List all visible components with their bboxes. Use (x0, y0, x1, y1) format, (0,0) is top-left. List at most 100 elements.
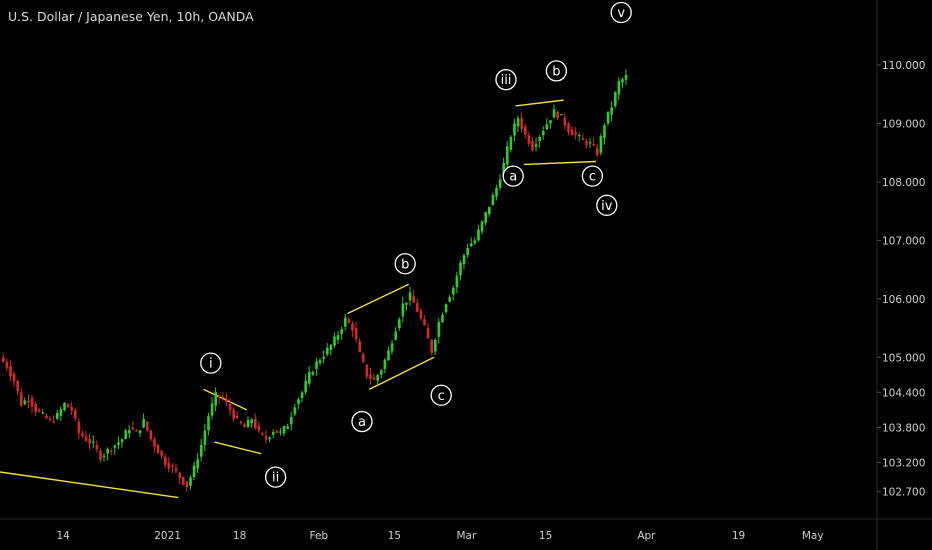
trendline (347, 283, 410, 315)
candle-body (23, 400, 27, 405)
candle-body (588, 142, 592, 144)
candle-body (66, 404, 70, 408)
candle-body (149, 430, 153, 440)
wave-label-text: b (401, 257, 409, 272)
candle-body (408, 292, 412, 301)
candle-body (545, 124, 549, 130)
y-tick-label: 108.000 (882, 177, 925, 189)
wave-label-text: i (209, 357, 213, 372)
wave-label-circle (581, 165, 604, 187)
x-tick-label: 19 (732, 530, 745, 542)
candle-body (617, 81, 621, 95)
candle-body (131, 427, 135, 430)
candle-body (369, 374, 372, 379)
candle-body (113, 445, 117, 448)
candle-body (293, 407, 297, 415)
candle-body (502, 163, 505, 177)
candle-body (300, 392, 304, 399)
candle-body (81, 433, 84, 437)
wave-label: ii (264, 466, 287, 488)
candle-body (275, 430, 279, 433)
x-axis: 14 2021 18 Feb 15 Mar 15 Apr 19 May (57, 530, 824, 542)
candle-body (452, 287, 455, 295)
candle-body (419, 310, 423, 319)
candle-body (416, 303, 419, 312)
candle-body (30, 398, 34, 407)
candle-body (214, 391, 217, 406)
candle-body (261, 433, 264, 435)
candle-body (286, 426, 289, 429)
wave-label: iv (596, 194, 618, 216)
candle-body (189, 477, 192, 486)
candle-body (336, 335, 340, 340)
candle-body (171, 465, 174, 467)
y-tick-label: 110.000 (882, 60, 925, 72)
x-tick-label: Mar (456, 530, 476, 542)
candle-body (473, 240, 477, 244)
candle-body (606, 111, 610, 124)
candle-body (470, 243, 473, 247)
candle-body (477, 229, 480, 241)
candle-body (12, 373, 16, 382)
wave-label-text: a (509, 170, 517, 185)
candle-body (221, 396, 225, 398)
candle-body (264, 436, 268, 440)
wave-label-text: iv (601, 199, 613, 214)
wave-label-text: b (552, 64, 560, 79)
candle-body (279, 431, 282, 433)
candle-body (268, 437, 271, 440)
candle-body (498, 179, 502, 188)
candle-body (376, 375, 379, 381)
candle-body (257, 425, 261, 431)
candle-body (20, 392, 23, 406)
candle-body (455, 275, 459, 288)
x-tick-label: 2021 (154, 530, 181, 542)
candle-body (254, 418, 257, 428)
candle-body (513, 123, 516, 136)
candle-body (185, 481, 189, 488)
candle-body (207, 416, 210, 431)
candle-body (329, 344, 333, 350)
candle-body (333, 336, 336, 346)
candle-body (102, 455, 106, 457)
wave-label-text: c (589, 170, 596, 185)
candle-body (308, 371, 311, 384)
candle-body (488, 206, 491, 215)
candle-body (146, 421, 149, 431)
candle-body (9, 366, 12, 377)
candle-body (495, 187, 498, 197)
candle-body (164, 456, 167, 466)
candle-body (614, 92, 617, 106)
candle-body (527, 135, 531, 144)
wave-label: c (430, 384, 452, 406)
candle-body (178, 472, 181, 479)
candle-body (52, 421, 55, 423)
candle-body (560, 114, 563, 116)
candle-body (509, 137, 513, 150)
candle-body (311, 371, 315, 375)
chart-title: U.S. Dollar / Japanese Yen, 10h, OANDA (8, 9, 254, 24)
wave-label-circle (610, 1, 632, 24)
candle-body (574, 132, 577, 135)
candle-body (552, 109, 556, 118)
candle-body (426, 328, 430, 339)
candle-body (592, 143, 595, 146)
wave-label-circle (545, 60, 568, 82)
candle-body (430, 339, 433, 354)
candle-body (16, 380, 19, 392)
wave-label-circle (596, 194, 618, 216)
candle-body (120, 439, 124, 443)
candle-body (344, 317, 347, 327)
trendline (523, 160, 597, 166)
candle-body (383, 359, 387, 369)
candle-body (372, 377, 376, 380)
candle-body (48, 418, 52, 420)
candle-body (27, 401, 30, 403)
y-tick-label: 103.200 (882, 457, 925, 469)
x-tick-label: 15 (388, 530, 401, 542)
candle-body (423, 319, 426, 325)
candle-body (315, 361, 318, 369)
